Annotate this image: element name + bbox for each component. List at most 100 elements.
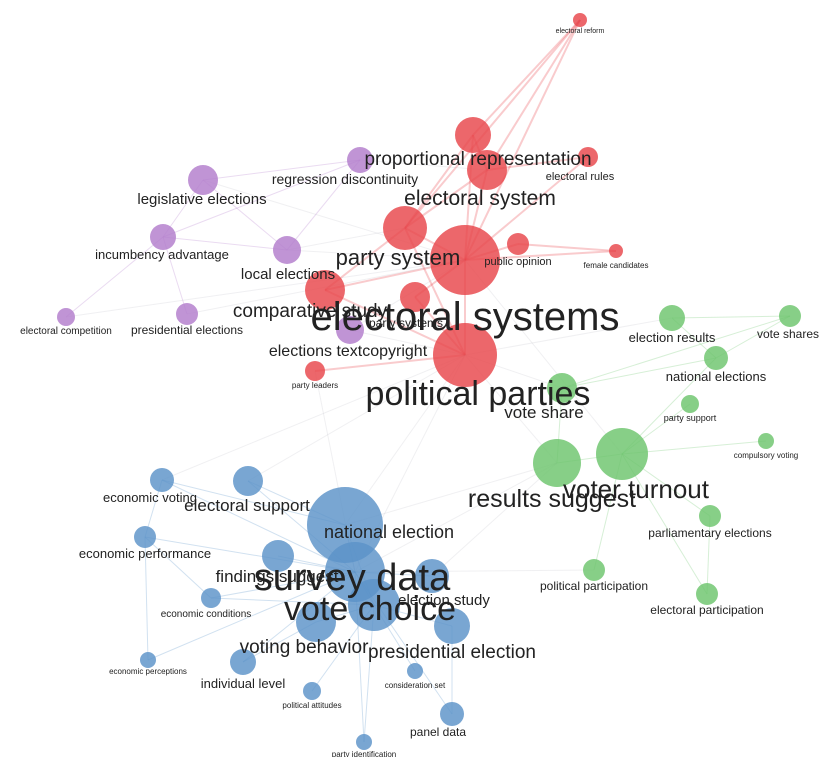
node-local-elections[interactable]: [273, 236, 301, 264]
node-electoral-systems[interactable]: [430, 225, 500, 295]
edge-electoral-reform-electoral-systems: [464, 19, 581, 261]
node-voting-behavior[interactable]: [296, 602, 336, 642]
edge-political-participation-survey-data: [354, 569, 595, 573]
node-proportional-representation[interactable]: [455, 117, 491, 153]
label-incumbency-advantage: incumbency advantage: [95, 247, 229, 262]
label-legislative-elections: legislative elections: [137, 191, 266, 208]
node-female-candidates[interactable]: [609, 244, 623, 258]
node-vote-choice[interactable]: [348, 579, 400, 631]
node-presidential-election[interactable]: [434, 608, 470, 644]
label-political-parties: political parties: [366, 375, 591, 413]
node-party-support[interactable]: [681, 395, 699, 413]
edge-vote-shares-election-results: [671, 315, 791, 319]
node-panel-data[interactable]: [440, 702, 464, 726]
node-electoral-system[interactable]: [467, 150, 507, 190]
label-electoral-support: electoral support: [184, 496, 310, 515]
node-presidential-elections[interactable]: [176, 303, 198, 325]
label-national-elections: national elections: [666, 369, 767, 384]
label-vote-shares: vote shares: [757, 327, 819, 341]
node-vote-shares[interactable]: [779, 305, 801, 327]
node-national-elections[interactable]: [704, 346, 728, 370]
edge-electoral-reform-proportional-representation: [472, 19, 581, 136]
label-national-election: national election: [324, 522, 454, 542]
label-compulsory-voting: compulsory voting: [734, 451, 798, 460]
edge-electoral-reform-electoral-system: [486, 19, 581, 171]
node-vote-share[interactable]: [547, 373, 577, 403]
edge-electoral-competition-incumbency-advantage: [65, 236, 164, 318]
label-election-results: election results: [629, 330, 716, 345]
edge-election-results-political-parties: [464, 317, 673, 356]
node-legislative-elections[interactable]: [188, 165, 218, 195]
node-results-suggest[interactable]: [533, 439, 581, 487]
label-regression-discontinuity: regression discontinuity: [272, 171, 418, 187]
label-economic-conditions: economic conditions: [161, 609, 252, 620]
node-individual-level[interactable]: [230, 649, 256, 675]
node-election-results[interactable]: [659, 305, 685, 331]
label-parliamentary-elections: parliamentary elections: [648, 526, 771, 540]
node-party-systems[interactable]: [400, 282, 430, 312]
label-public-opinion: public opinion: [484, 256, 551, 268]
label-presidential-election: presidential election: [368, 642, 536, 663]
node-compulsory-voting[interactable]: [758, 433, 774, 449]
edge-voter-turnout-electoral-systems: [464, 259, 623, 455]
edge-economic-conditions-vote-choice: [210, 597, 375, 606]
node-economic-voting[interactable]: [150, 468, 174, 492]
node-party-system[interactable]: [383, 206, 427, 250]
node-comparative-study[interactable]: [305, 270, 345, 310]
node-electoral-competition[interactable]: [57, 308, 75, 326]
edge-election-study-results-suggest: [431, 462, 558, 577]
label-voter-turnout: voter turnout: [563, 474, 710, 504]
node-party-leaders[interactable]: [305, 361, 325, 381]
node-political-attitudes[interactable]: [303, 682, 321, 700]
node-political-participation[interactable]: [583, 559, 605, 581]
node-consideration-set[interactable]: [407, 663, 423, 679]
edge-legislative-elections-regression-discontinuity: [202, 159, 361, 181]
edge-legislative-elections-electoral-systems: [202, 179, 466, 261]
edge-female-candidates-public-opinion: [517, 243, 617, 252]
label-party-leaders: party leaders: [292, 381, 338, 390]
label-electoral-system: electoral system: [404, 187, 556, 210]
node-election-study[interactable]: [415, 559, 449, 593]
label-female-candidates: female candidates: [584, 261, 649, 270]
node-voter-turnout[interactable]: [596, 428, 648, 480]
node-electoral-support[interactable]: [233, 466, 263, 496]
label-political-attitudes: political attitudes: [282, 701, 341, 710]
node-electoral-reform[interactable]: [573, 13, 587, 27]
edge-electoral-competition-electoral-systems: [65, 259, 466, 318]
label-panel-data: panel data: [410, 725, 466, 739]
node-political-parties[interactable]: [433, 323, 497, 387]
edge-regression-discontinuity-electoral-system: [359, 159, 488, 171]
node-economic-perceptions[interactable]: [140, 652, 156, 668]
node-party-identification[interactable]: [356, 734, 372, 750]
edge-regression-discontinuity-local-elections: [286, 159, 361, 251]
node-economic-performance[interactable]: [134, 526, 156, 548]
node-economic-conditions[interactable]: [201, 588, 221, 608]
label-presidential-elections: presidential elections: [131, 323, 243, 337]
edge-economic-performance-economic-conditions: [144, 536, 212, 599]
edge-results-suggest-survey-data: [354, 462, 558, 573]
node-electoral-rules[interactable]: [578, 147, 598, 167]
node-regression-discontinuity[interactable]: [347, 147, 373, 173]
label-electoral-systems: electoral systems: [311, 295, 620, 339]
node-elections-textcopyright[interactable]: [336, 316, 364, 344]
edge-electoral-reform-party-system: [404, 19, 581, 229]
label-election-study: election study: [398, 592, 490, 609]
label-survey-data: survey data: [254, 557, 451, 599]
node-public-opinion[interactable]: [507, 233, 529, 255]
label-results-suggest: results suggest: [468, 485, 636, 513]
edge-incumbency-advantage-local-elections: [162, 236, 288, 251]
edge-legislative-elections-local-elections: [202, 179, 288, 251]
label-findings-suggest: findings suggest: [216, 567, 339, 586]
label-economic-performance: economic performance: [79, 546, 211, 561]
node-parliamentary-elections[interactable]: [699, 505, 721, 527]
node-incumbency-advantage[interactable]: [150, 224, 176, 250]
label-electoral-participation: electoral participation: [650, 603, 763, 617]
edge-electoral-support-political-parties: [247, 354, 466, 482]
node-layer: [57, 13, 801, 750]
edge-parliamentary-elections-electoral-participation: [706, 515, 711, 595]
node-electoral-participation[interactable]: [696, 583, 718, 605]
label-party-identification: party identification: [332, 750, 396, 757]
node-findings-suggest[interactable]: [262, 540, 294, 572]
edge-economic-voting-survey-data: [161, 479, 356, 573]
label-consideration-set: consideration set: [385, 681, 446, 690]
